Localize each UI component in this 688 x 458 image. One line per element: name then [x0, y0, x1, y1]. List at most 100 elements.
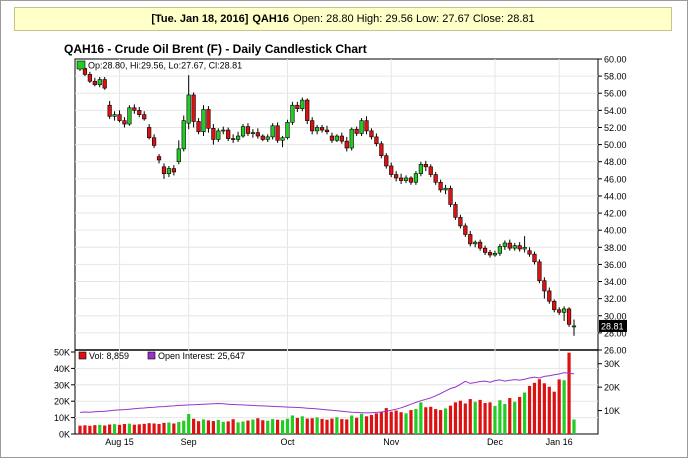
volume-bar [374, 413, 378, 434]
candle-body [344, 140, 349, 149]
x-tick-label: Oct [280, 437, 295, 447]
volume-bar [231, 419, 235, 434]
candle-body [231, 138, 236, 140]
candle-body [448, 187, 453, 205]
volume-bar [478, 399, 482, 434]
volume-bar [419, 402, 423, 434]
volume-bar [424, 407, 428, 434]
volume-bar [468, 399, 472, 434]
candle-body [191, 94, 196, 122]
volume-bar [567, 352, 571, 434]
volume-tick-label: 50K [54, 348, 70, 358]
volume-bar [409, 410, 413, 434]
candle-body [453, 204, 458, 218]
volume-bar [285, 418, 290, 434]
volume-legend-text: Vol: 8,859 [89, 351, 129, 361]
candle-body [186, 94, 191, 124]
volume-tick-label: 0K [59, 430, 70, 440]
price-tick-label: 32.00 [604, 294, 627, 304]
volume-bar [142, 423, 146, 434]
candle-body [374, 136, 379, 145]
candle-body [542, 280, 547, 292]
volume-bar [448, 405, 453, 434]
volume-bar [488, 402, 492, 434]
volume-bar [295, 417, 299, 434]
candle-body [354, 128, 359, 134]
candle-body [527, 250, 532, 255]
volume-bar [241, 421, 245, 434]
volume-bar [112, 424, 117, 434]
volume-bar [271, 419, 275, 434]
volume-bar [251, 419, 255, 434]
candle-body [206, 109, 211, 129]
candle-body [384, 155, 389, 167]
volume-bar [137, 424, 141, 434]
quote-date: [Tue. Jan 18, 2016] [151, 13, 249, 25]
volume-bar [320, 418, 324, 434]
volume-tick-label: 30K [54, 380, 70, 390]
candle-body [443, 187, 448, 191]
last-price-box [599, 319, 627, 332]
candle-body [522, 246, 527, 250]
volume-bar [221, 421, 225, 434]
volume-bar [399, 412, 403, 434]
volume-bar [216, 419, 220, 434]
candle-body [216, 130, 221, 140]
candle-body [319, 127, 325, 131]
candle-body [161, 166, 167, 174]
volume-bar [463, 403, 467, 434]
candle-body [492, 252, 498, 256]
candle-body [310, 120, 315, 132]
candle-body [295, 104, 300, 109]
candle-body [226, 129, 231, 139]
volume-bar [429, 406, 433, 434]
volume-bar [117, 424, 122, 434]
volume-bar [325, 419, 329, 434]
volume-bar [276, 419, 280, 434]
volume-bar [493, 405, 497, 434]
candle-body [502, 242, 507, 247]
volume-bar [261, 420, 265, 434]
candle-body [512, 245, 517, 249]
candle-body [566, 308, 572, 325]
volume-bar [122, 423, 127, 434]
volume-bar [206, 420, 211, 434]
x-tick-label: Sep [181, 437, 197, 447]
volume-bar [537, 379, 542, 434]
price-plot-area [74, 58, 599, 351]
candle-body [428, 166, 433, 175]
price-tick-label: 26.00 [604, 346, 627, 356]
candle-body [82, 68, 88, 75]
price-tick-label: 54.00 [604, 106, 627, 116]
candle-body [458, 217, 463, 227]
volume-bar [389, 411, 393, 434]
volume-bar [236, 422, 240, 434]
candle-body [270, 125, 275, 138]
volume-tick-label: 40K [54, 364, 70, 374]
candle-body [438, 181, 443, 191]
candle-body [369, 130, 374, 138]
candle-body [482, 247, 488, 253]
price-tick-label: 48.00 [604, 157, 627, 167]
oi-tick-label: 30K [604, 359, 620, 369]
volume-bar [132, 424, 136, 434]
volume-bar [226, 421, 230, 434]
volume-bar [523, 392, 527, 434]
candle-body [142, 114, 147, 120]
volume-bar [78, 425, 82, 434]
price-tick-label: 60.00 [604, 55, 627, 65]
candle-body [176, 148, 181, 163]
candle-body [171, 168, 176, 173]
candle-body [250, 132, 256, 134]
volume-bar [340, 419, 344, 434]
volume-bar [280, 420, 285, 434]
candle-body [389, 165, 394, 175]
volume-bar [187, 413, 191, 434]
volume-bar [458, 400, 462, 434]
volume-bar [310, 418, 314, 434]
volume-bar [542, 383, 546, 434]
x-tick-label: Nov [383, 437, 400, 447]
volume-bar [266, 420, 270, 434]
x-tick-label: Jan 16 [546, 437, 573, 447]
volume-bar [557, 379, 561, 434]
